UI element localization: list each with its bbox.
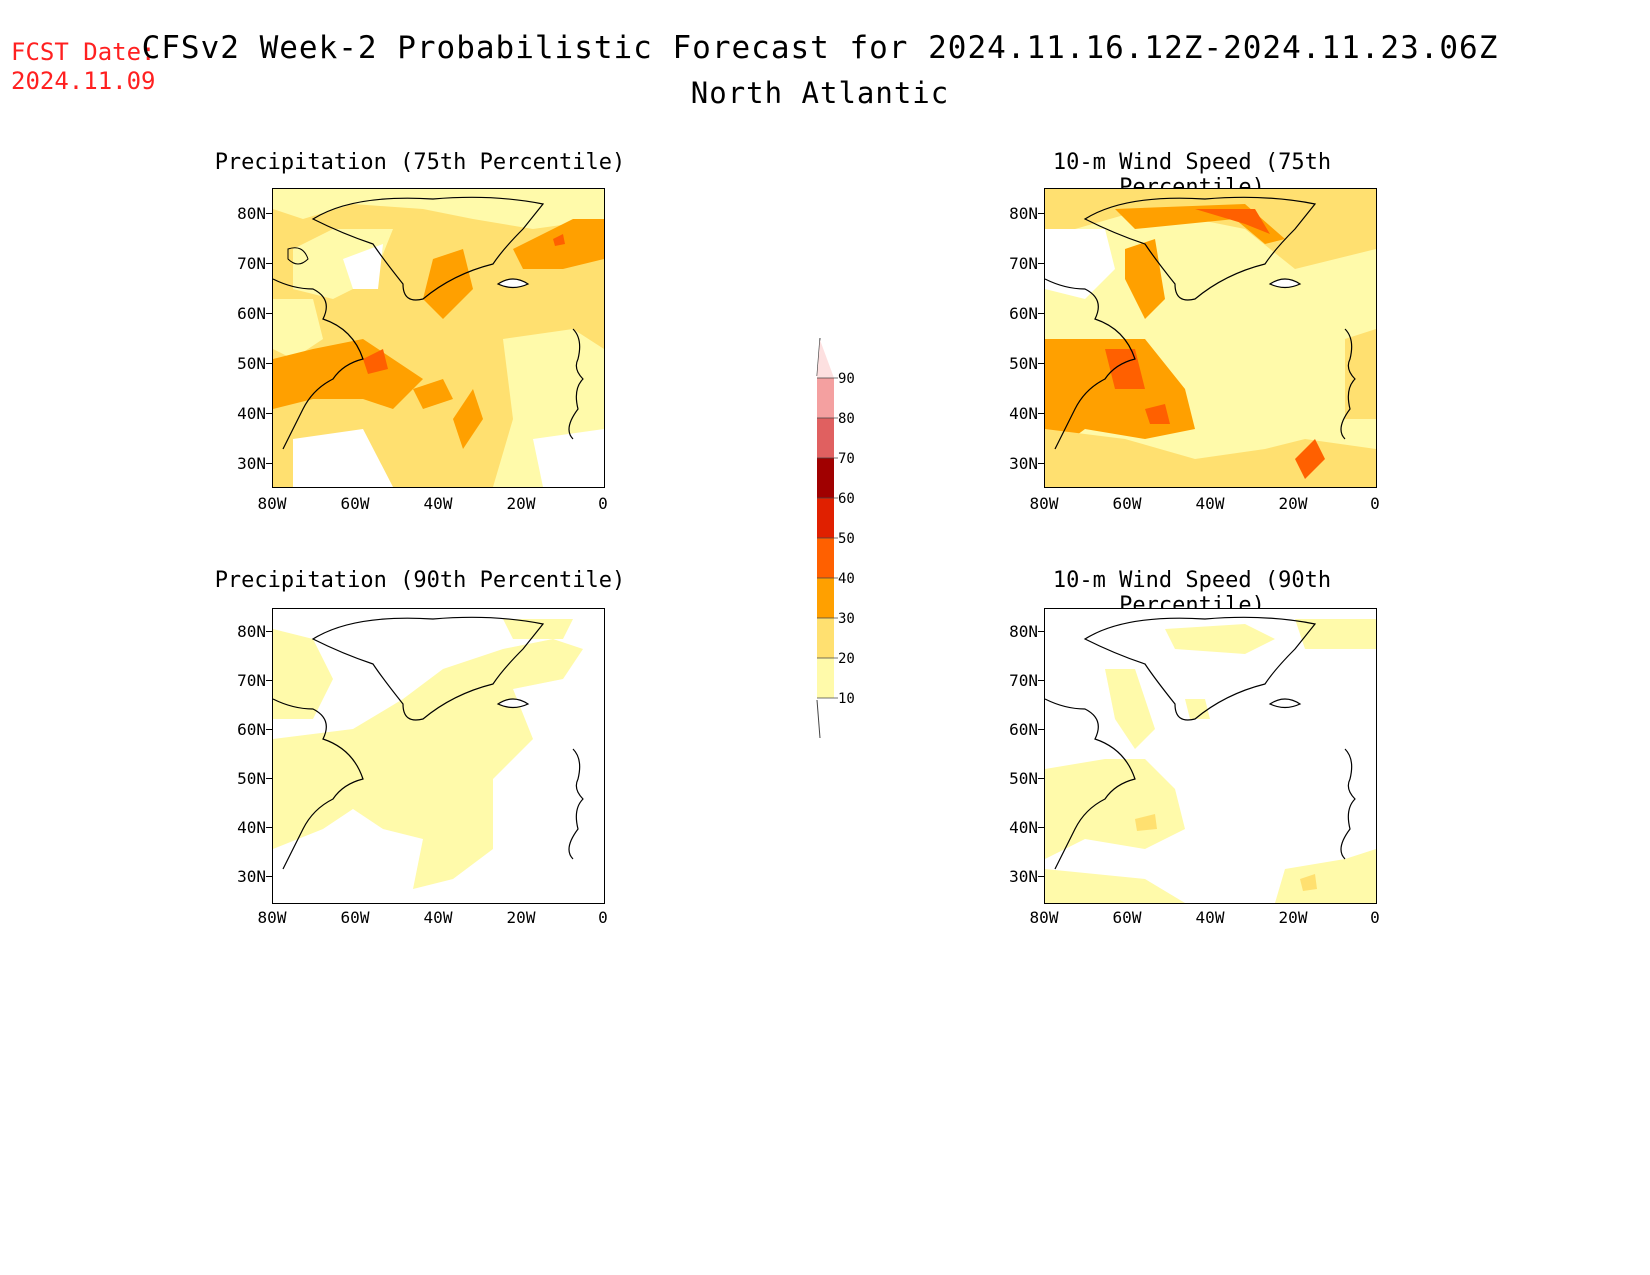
colorbar-label: 70 bbox=[838, 451, 855, 467]
lon-label: 80W bbox=[257, 908, 287, 927]
colorbar-label: 50 bbox=[838, 531, 855, 547]
lat-label: 70N bbox=[237, 671, 266, 690]
panel-precip-90: Precipitation (90th Percentile) 80N 70N … bbox=[210, 568, 630, 948]
lat-label: 80N bbox=[237, 204, 266, 223]
lat-label: 50N bbox=[237, 769, 266, 788]
lat-label: 30N bbox=[1009, 867, 1038, 886]
region-subtitle: North Atlantic bbox=[690, 76, 950, 110]
lon-label: 40W bbox=[1195, 494, 1225, 513]
colorbar-segment bbox=[817, 418, 834, 458]
lon-label: 0 bbox=[1370, 908, 1380, 927]
colorbar-segment bbox=[817, 340, 834, 378]
lon-label: 20W bbox=[506, 494, 536, 513]
lon-label: 40W bbox=[423, 494, 453, 513]
panel-title: 10-m Wind Speed (75th Percentile) bbox=[1052, 150, 1332, 200]
lat-label: 60N bbox=[237, 304, 266, 323]
lat-label: 60N bbox=[1009, 304, 1038, 323]
lat-label: 70N bbox=[237, 254, 266, 273]
lat-label: 50N bbox=[1009, 769, 1038, 788]
lat-label: 40N bbox=[237, 404, 266, 423]
lon-label: 20W bbox=[1278, 908, 1308, 927]
lat-label: 80N bbox=[237, 622, 266, 641]
lat-label: 40N bbox=[1009, 818, 1038, 837]
lon-label: 20W bbox=[506, 908, 536, 927]
color-bar-svg bbox=[816, 338, 838, 738]
colorbar-label: 40 bbox=[838, 571, 855, 587]
page-title: CFSv2 Week-2 Probabilistic Forecast for … bbox=[141, 30, 1499, 66]
map-wind-90 bbox=[1044, 608, 1377, 904]
colorbar-label: 10 bbox=[838, 691, 855, 707]
lon-label: 60W bbox=[1112, 494, 1142, 513]
lat-label: 70N bbox=[1009, 671, 1038, 690]
panel-title: Precipitation (75th Percentile) bbox=[214, 150, 626, 175]
lon-label: 60W bbox=[340, 494, 370, 513]
colorbar-segment bbox=[817, 538, 834, 578]
colorbar-segment bbox=[817, 458, 834, 498]
lat-label: 50N bbox=[1009, 354, 1038, 373]
lat-label: 40N bbox=[237, 818, 266, 837]
colorbar-label: 30 bbox=[838, 611, 855, 627]
panel-wind-90: 10-m Wind Speed (90th Percentile) 80N 70… bbox=[982, 568, 1402, 948]
lon-label: 60W bbox=[1112, 908, 1142, 927]
lon-label: 0 bbox=[1370, 494, 1380, 513]
lon-label: 0 bbox=[598, 908, 608, 927]
map-wind-75 bbox=[1044, 188, 1377, 488]
lat-label: 60N bbox=[237, 720, 266, 739]
forecast-date: FCST Date: 2024.11.09 bbox=[11, 38, 156, 95]
lat-label: 80N bbox=[1009, 622, 1038, 641]
lon-label: 0 bbox=[598, 494, 608, 513]
colorbar-label: 90 bbox=[838, 371, 855, 387]
colorbar-segment bbox=[817, 618, 834, 658]
colorbar-segment bbox=[817, 658, 834, 698]
colorbar-segment bbox=[817, 498, 834, 538]
panel-precip-75: Precipitation (75th Percentile) bbox=[210, 150, 630, 530]
colorbar-label: 20 bbox=[838, 651, 855, 667]
colorbar-segment bbox=[817, 578, 834, 618]
map-precip-75 bbox=[272, 188, 605, 488]
lon-label: 40W bbox=[1195, 908, 1225, 927]
lon-label: 80W bbox=[257, 494, 287, 513]
colorbar-segment bbox=[817, 378, 834, 418]
color-bar: 90 80 70 60 50 40 30 20 10 bbox=[800, 338, 860, 738]
colorbar-label: 60 bbox=[838, 491, 855, 507]
map-precip-90 bbox=[272, 608, 605, 904]
lat-label: 70N bbox=[1009, 254, 1038, 273]
lon-label: 80W bbox=[1029, 908, 1059, 927]
lon-label: 20W bbox=[1278, 494, 1308, 513]
panel-title: Precipitation (90th Percentile) bbox=[214, 568, 626, 593]
panel-wind-75: 10-m Wind Speed (75th Percentile) 80N 70… bbox=[982, 150, 1402, 530]
lat-label: 30N bbox=[1009, 454, 1038, 473]
lon-label: 80W bbox=[1029, 494, 1059, 513]
lat-label: 50N bbox=[237, 354, 266, 373]
lat-label: 40N bbox=[1009, 404, 1038, 423]
lat-label: 30N bbox=[237, 867, 266, 886]
lon-label: 60W bbox=[340, 908, 370, 927]
lon-label: 40W bbox=[423, 908, 453, 927]
lat-label: 60N bbox=[1009, 720, 1038, 739]
colorbar-label: 80 bbox=[838, 411, 855, 427]
lat-label: 80N bbox=[1009, 204, 1038, 223]
lat-label: 30N bbox=[237, 454, 266, 473]
